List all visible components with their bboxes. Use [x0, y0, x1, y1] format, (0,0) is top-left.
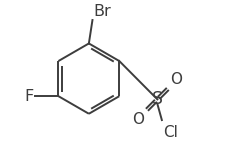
Text: S: S — [151, 90, 162, 108]
Text: O: O — [170, 72, 182, 87]
Text: Br: Br — [93, 4, 111, 19]
Text: Cl: Cl — [162, 125, 177, 140]
Text: F: F — [25, 89, 34, 104]
Text: O: O — [132, 112, 144, 127]
